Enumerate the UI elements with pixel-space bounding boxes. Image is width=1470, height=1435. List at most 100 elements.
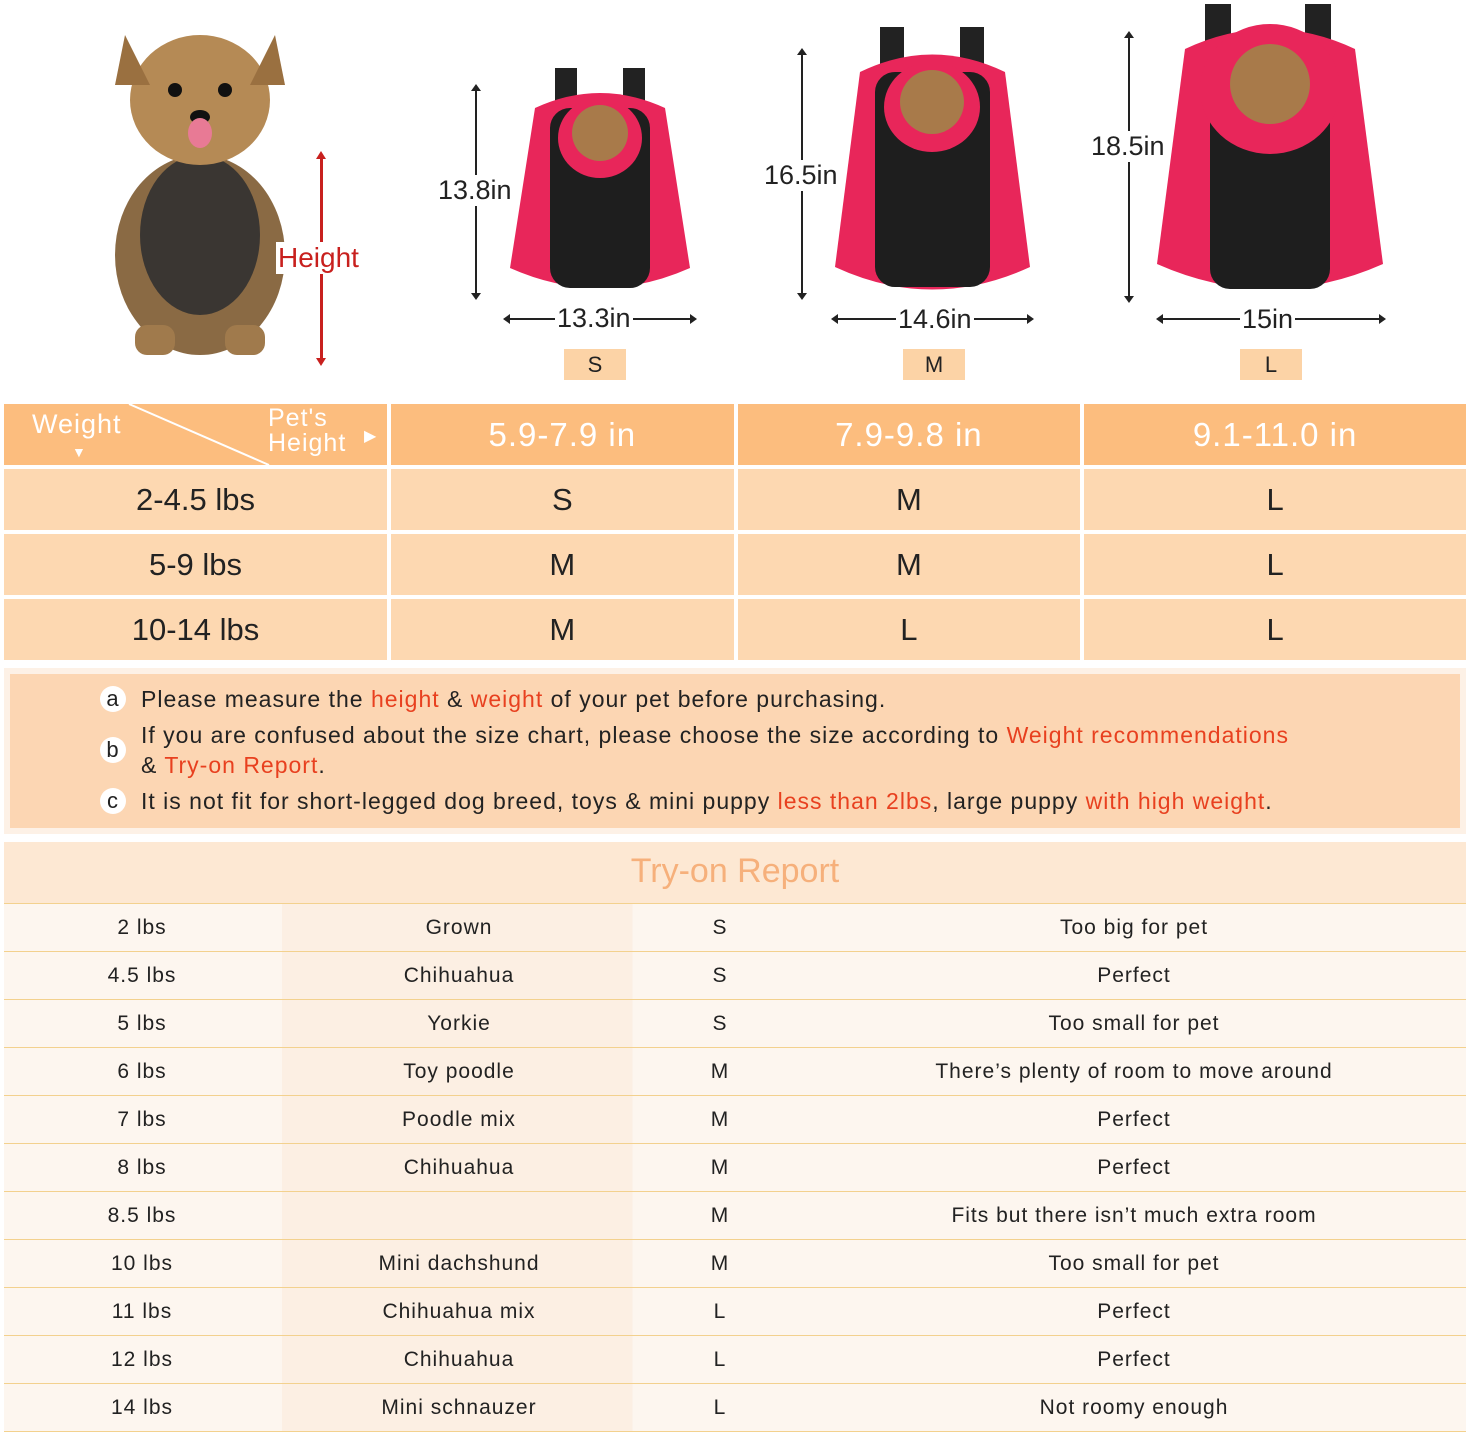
note-marker: b	[100, 737, 126, 763]
text: If you are confused about the size chart…	[141, 722, 1007, 748]
breed-cell: Mini dachshund	[378, 1251, 540, 1275]
pet-weight-cell: 2 lbs	[117, 915, 167, 939]
size-cell: L	[713, 1347, 727, 1371]
size-chart-header: Weight ▼ Pet's Height ▶ 5.9-7.9 in 7.9-9…	[4, 404, 1466, 465]
pet-weight-cell: 6 lbs	[117, 1059, 167, 1083]
note-a: a Please measure the height & weight of …	[100, 684, 1460, 714]
text: &	[141, 752, 165, 778]
yorkie-dog-image	[115, 35, 285, 355]
pet-weight-cell: 8 lbs	[117, 1155, 167, 1179]
highlight: Try-on Report	[164, 752, 319, 778]
size-cell: M	[391, 534, 734, 595]
size-cell: M	[710, 1059, 730, 1083]
size-chart-row: 10-14 lbs M L L	[4, 599, 1466, 660]
backpack-large-image	[1157, 4, 1383, 289]
fit-result-cell: Too small for pet	[1048, 1011, 1220, 1035]
report-row: 10 lbs Mini dachshund M Too small for pet	[4, 1240, 1466, 1288]
size-cell: S	[712, 963, 728, 987]
pet-weight-cell: 12 lbs	[110, 1347, 174, 1371]
text: It is not fit for short-legged dog breed…	[141, 788, 778, 814]
note-b: b If you are confused about the size cha…	[100, 720, 1460, 780]
backpack-medium-image	[835, 27, 1030, 290]
height-axis-label: Pet's Height	[268, 404, 347, 457]
size-cell: L	[1084, 469, 1466, 530]
size-cell: L	[713, 1395, 727, 1419]
note-text: If you are confused about the size chart…	[141, 720, 1289, 780]
height-label: Height	[276, 242, 361, 274]
size-chart-row: 2-4.5 lbs S M L	[4, 469, 1466, 530]
large-width-label: 15in	[1240, 304, 1296, 335]
weight-cell: 10-14 lbs	[4, 599, 387, 660]
size-cell: M	[710, 1155, 730, 1179]
report-row: 4.5 lbs Chihuahua S Perfect	[4, 952, 1466, 1000]
size-cell: S	[391, 469, 734, 530]
fit-result-cell: There’s plenty of room to move around	[935, 1059, 1333, 1083]
report-row: 7 lbs Poodle mix M Perfect	[4, 1096, 1466, 1144]
pet-weight-cell: 11 lbs	[111, 1299, 173, 1323]
highlight: weight	[470, 686, 544, 712]
fit-result-cell: Perfect	[1097, 1107, 1171, 1131]
backpack-small-image	[510, 68, 690, 288]
report-title: Try-on Report	[4, 842, 1466, 904]
down-arrow-icon: ▼	[72, 444, 87, 460]
breed-cell: Chihuahua mix	[382, 1299, 536, 1323]
report-row: 8 lbs Chihuahua M Perfect	[4, 1144, 1466, 1192]
size-chart-table: Weight ▼ Pet's Height ▶ 5.9-7.9 in 7.9-9…	[0, 400, 1470, 664]
fit-result-cell: Not roomy enough	[1039, 1395, 1229, 1419]
fit-result-cell: Perfect	[1097, 1155, 1171, 1179]
size-cell: M	[737, 534, 1081, 595]
report-row: 14 lbs Mini schnauzer L Not roomy enough	[4, 1384, 1466, 1432]
note-text: It is not fit for short-legged dog breed…	[141, 786, 1273, 816]
pet-weight-cell: 4.5 lbs	[107, 963, 177, 987]
pet-weight-cell: 5 lbs	[117, 1011, 167, 1035]
size-cell: M	[710, 1251, 730, 1275]
try-on-report: Try-on Report 2 lbs Grown S Too big for pet…	[4, 842, 1466, 1432]
weight-cell: 5-9 lbs	[4, 534, 387, 595]
highlight: Weight recommendations	[1006, 722, 1289, 748]
small-height-label: 13.8in	[436, 175, 514, 206]
height-dimension-arrow	[1124, 31, 1134, 303]
report-row: 8.5 lbs M Fits but there isn’t much extra …	[4, 1192, 1466, 1240]
right-arrow-icon: ▶	[364, 428, 378, 445]
highlight: with high weight	[1085, 788, 1266, 814]
note-c: c It is not fit for short-legged dog bre…	[100, 786, 1460, 816]
text: .	[1265, 788, 1273, 814]
report-row: 6 lbs Toy poodle M There’s plenty of room t…	[4, 1048, 1466, 1096]
breed-cell: Grown	[425, 915, 493, 939]
breed-cell: Chihuahua	[403, 1347, 515, 1371]
text: &	[439, 686, 471, 712]
breed-cell: Chihuahua	[403, 1155, 515, 1179]
breed-cell: Poodle mix	[402, 1107, 516, 1131]
pet-weight-cell: 14 lbs	[110, 1395, 174, 1419]
text: Please measure the	[141, 686, 371, 712]
diagonal-divider	[128, 404, 270, 465]
small-width-label: 13.3in	[555, 303, 633, 334]
breed-cell: Yorkie	[427, 1011, 491, 1035]
size-cell: M	[391, 599, 734, 660]
size-cell: M	[710, 1203, 730, 1227]
medium-width-label: 14.6in	[896, 304, 974, 335]
medium-height-label: 16.5in	[762, 160, 840, 191]
text: .	[318, 752, 326, 778]
weight-cell: 2-4.5 lbs	[4, 469, 387, 530]
size-cell: L	[737, 599, 1081, 660]
height-column-header: 7.9-9.8 in	[737, 404, 1081, 465]
size-cell: S	[712, 1011, 728, 1035]
size-cell: M	[737, 469, 1081, 530]
breed-cell: Chihuahua	[403, 963, 515, 987]
fit-result-cell: Perfect	[1097, 1299, 1171, 1323]
report-row: 2 lbs Grown S Too big for pet	[4, 904, 1466, 952]
size-cell: L	[713, 1299, 727, 1323]
highlight: less than 2lbs	[777, 788, 933, 814]
size-badge-s: S	[564, 349, 626, 380]
highlight: height	[370, 686, 440, 712]
weight-axis-label: Weight	[32, 409, 122, 439]
breed-cell: Toy poodle	[403, 1059, 515, 1083]
text: , large puppy	[932, 788, 1086, 814]
size-cell: L	[1084, 534, 1466, 595]
pet-weight-cell: 10 lbs	[110, 1251, 174, 1275]
report-row: 11 lbs Chihuahua mix L Perfect	[4, 1288, 1466, 1336]
size-cell: L	[1084, 599, 1466, 660]
fit-result-cell: Too small for pet	[1048, 1251, 1220, 1275]
report-row: 12 lbs Chihuahua L Perfect	[4, 1336, 1466, 1384]
